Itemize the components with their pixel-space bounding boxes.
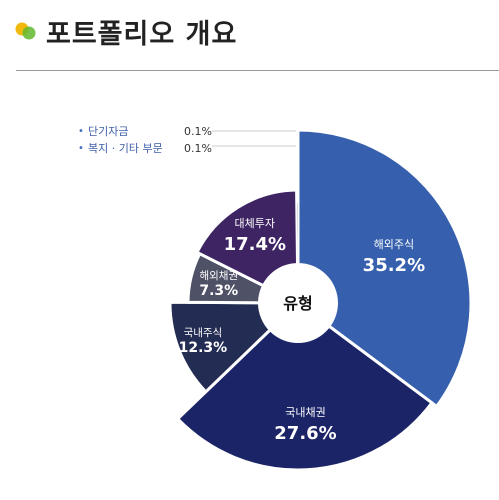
pie-slice-국내채권 bbox=[175, 301, 434, 472]
slice-value-label: 35.2% bbox=[363, 255, 425, 276]
chart-center-hole bbox=[258, 263, 338, 343]
legend-item: • 단기자금 0.1% bbox=[78, 123, 212, 140]
page-title: 포트폴리오 개요 bbox=[46, 19, 238, 50]
slice-category-label: 국내채권 bbox=[285, 406, 325, 419]
legend-value: 0.1% bbox=[184, 125, 212, 138]
minor-categories-legend: • 단기자금 0.1% • 복지 · 기타 부문 0.1% bbox=[78, 123, 212, 157]
legend-bullet-icon: • bbox=[78, 143, 84, 154]
slice-category-label: 해외채권 bbox=[199, 269, 238, 282]
two-dot-logo-icon bbox=[15, 22, 36, 40]
slice-category-label: 국내주식 bbox=[184, 327, 223, 339]
chart-center-label: 유형 bbox=[283, 294, 312, 313]
legend-label: 복지 · 기타 부문 bbox=[88, 142, 163, 155]
legend-item: • 복지 · 기타 부문 0.1% bbox=[78, 140, 212, 157]
slice-category-label: 대체투자 bbox=[235, 217, 275, 230]
legend-value: 0.1% bbox=[184, 142, 212, 155]
slice-category-label: 해외주식 bbox=[374, 237, 414, 251]
header-divider bbox=[16, 70, 499, 71]
legend-label: 단기자금 bbox=[88, 125, 129, 138]
slice-value-label: 27.6% bbox=[274, 423, 336, 444]
slice-value-label: 7.3% bbox=[199, 283, 238, 299]
pie-slice-해외주식 bbox=[296, 128, 473, 409]
legend-bullet-icon: • bbox=[78, 126, 84, 137]
slice-value-label: 12.3% bbox=[179, 340, 228, 356]
slice-value-label: 17.4% bbox=[224, 234, 286, 255]
